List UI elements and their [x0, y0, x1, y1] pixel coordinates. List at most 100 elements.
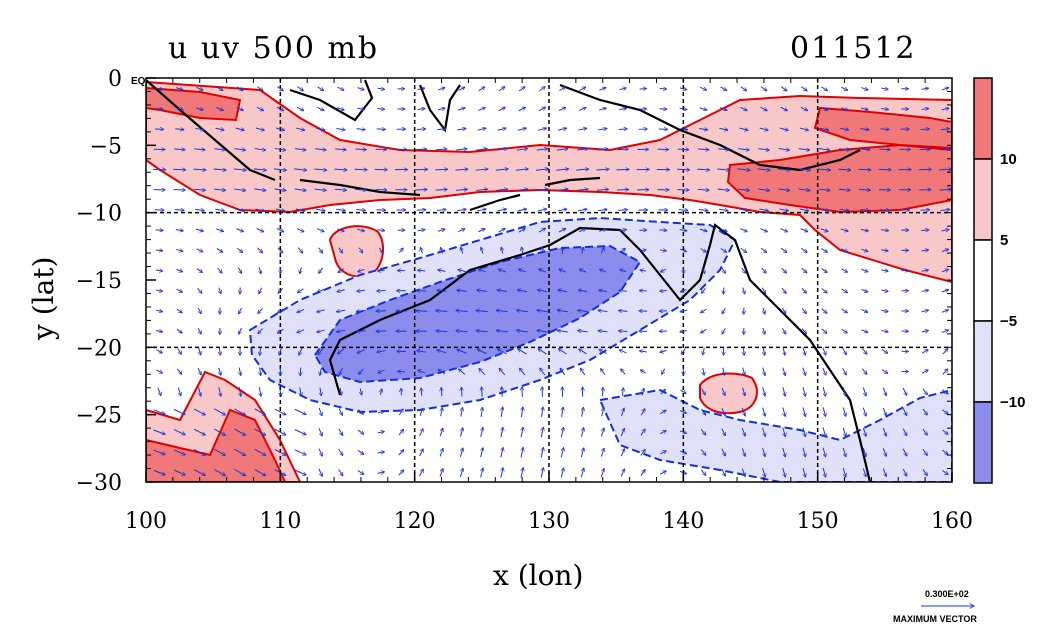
wind-vector: [821, 308, 827, 314]
wind-vector: [437, 108, 445, 110]
wind-vector: [316, 128, 325, 130]
wind-vector: [338, 268, 344, 273]
wind-vector: [294, 189, 307, 190]
wind-vector: [337, 108, 344, 110]
wind-vector: [459, 468, 463, 478]
wind-vector: [600, 428, 604, 437]
positive-southwest-core: [146, 408, 287, 482]
wind-vector: [417, 108, 425, 109]
wind-vector: [558, 349, 567, 355]
colorbar-segment: [973, 239, 993, 322]
wind-vector: [842, 447, 846, 457]
wind-vector: [318, 347, 324, 355]
wind-vector: [598, 331, 608, 332]
wind-vector: [598, 209, 607, 210]
wind-vector: [941, 249, 949, 251]
wind-vector: [398, 248, 403, 254]
wind-vector: [219, 387, 221, 396]
wind-vector: [177, 348, 182, 354]
wind-vector: [436, 311, 448, 312]
wind-vector: [942, 369, 948, 375]
wind-vector: [499, 368, 506, 376]
wind-vector: [860, 229, 869, 231]
wind-vector: [516, 149, 528, 151]
wind-vector: [760, 247, 767, 252]
wind-vector: [881, 369, 888, 374]
wind-vector: [721, 408, 725, 415]
wind-vector: [862, 387, 866, 396]
wind-vector: [862, 447, 866, 457]
wind-vector: [619, 350, 627, 354]
wind-vector: [196, 268, 203, 273]
wind-vector: [822, 407, 826, 416]
wind-vector: [157, 387, 161, 396]
wind-vector: [356, 311, 366, 312]
wind-vector: [659, 410, 666, 415]
coast-australia-north: [328, 223, 872, 482]
wind-vector: [214, 428, 225, 435]
wind-vector: [476, 331, 488, 332]
wind-vector: [761, 267, 767, 273]
wind-vector: [739, 128, 749, 130]
wind-vector: [459, 369, 466, 375]
wind-vector: [516, 330, 528, 332]
wind-vector: [703, 367, 704, 375]
wind-vector: [860, 129, 869, 130]
wind-vector: [437, 229, 445, 231]
wind-vector: [357, 290, 366, 291]
wind-vector: [578, 310, 588, 311]
wind-vector: [599, 108, 606, 110]
wind-vector: [763, 367, 765, 376]
wind-vector: [457, 209, 466, 210]
wind-vector: [602, 408, 604, 417]
wind-vector: [822, 347, 826, 355]
wind-vector: [640, 449, 645, 456]
wind-vector: [842, 387, 846, 396]
wind-vector: [274, 428, 286, 435]
wind-vector: [820, 228, 828, 232]
wind-vector: [881, 88, 888, 89]
wind-vector: [557, 209, 567, 211]
wind-vector: [942, 389, 948, 394]
wind-vector: [338, 247, 343, 253]
wind-vector: [340, 388, 341, 395]
wind-vector: [193, 408, 205, 415]
wind-vector: [216, 247, 223, 252]
wind-vector: [562, 407, 564, 417]
wind-vector: [578, 229, 586, 233]
wind-vector: [580, 448, 584, 458]
wind-vector: [679, 431, 687, 433]
wind-vector: [739, 209, 748, 211]
wind-vector: [640, 409, 645, 416]
wind-vector: [881, 250, 888, 251]
wind-vector: [456, 310, 468, 311]
wind-vector: [198, 328, 201, 334]
wind-vector: [697, 149, 709, 150]
wind-vector: [153, 409, 166, 414]
wind-vector: [214, 408, 225, 415]
wind-vector: [642, 388, 644, 396]
wind-vector: [660, 350, 667, 352]
wind-vector: [680, 310, 687, 312]
wind-vector: [176, 368, 181, 375]
wind-vector: [219, 367, 221, 376]
wind-vector: [377, 472, 385, 473]
wind-vector: [861, 249, 868, 251]
wind-vector: [760, 228, 767, 232]
wind-vector: [215, 209, 224, 211]
wind-vector: [300, 267, 302, 273]
wind-vector: [858, 169, 871, 170]
wind-vector: [254, 149, 266, 151]
wind-vector: [455, 189, 468, 190]
wind-vector: [921, 290, 929, 291]
x-tick-label: 120: [394, 509, 436, 534]
wind-vector: [498, 107, 506, 112]
wind-vector: [193, 449, 205, 455]
wind-vector: [700, 469, 706, 476]
wind-vector: [175, 229, 184, 230]
wind-vector: [153, 429, 166, 434]
wind-vector: [195, 128, 204, 129]
wind-vector: [215, 128, 225, 130]
wind-vector: [559, 87, 565, 92]
wind-vector: [941, 229, 950, 231]
